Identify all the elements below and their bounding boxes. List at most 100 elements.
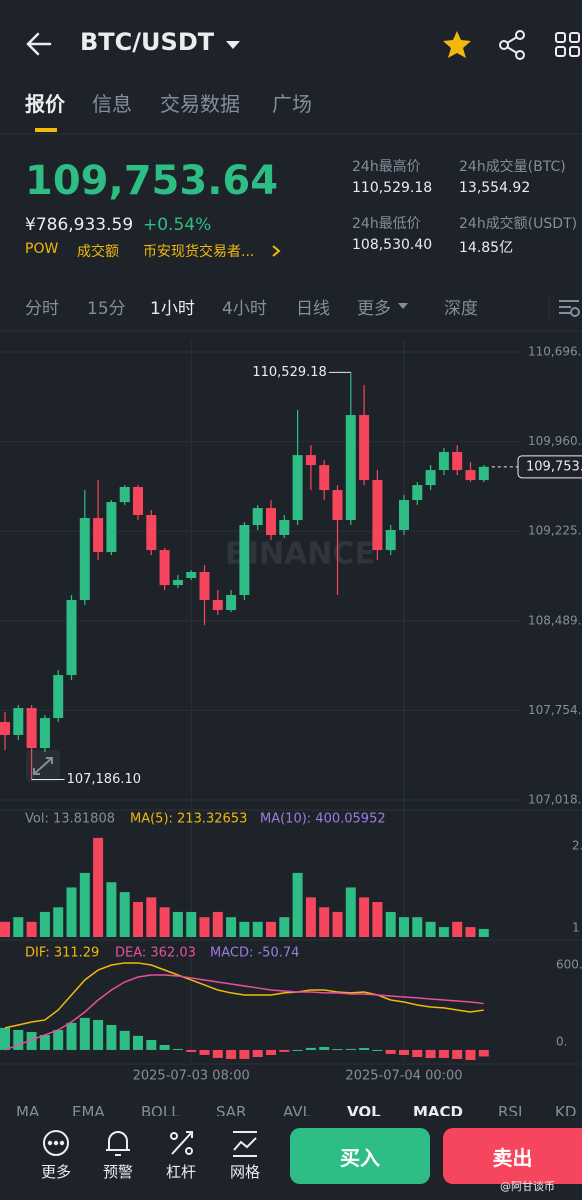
macd-bar [66, 1022, 77, 1050]
macd-bar [39, 1034, 50, 1050]
volume-bar [266, 921, 276, 937]
volume-axis-label: 2. [572, 839, 582, 853]
candle-body [53, 675, 64, 719]
chart-logo: BINANCE [225, 537, 375, 572]
alert-icon[interactable] [106, 1131, 130, 1156]
macd-bar [93, 1019, 104, 1050]
grid-button[interactable] [555, 32, 580, 57]
grid-icon[interactable] [233, 1131, 257, 1157]
buy-button[interactable]: 买入 [290, 1128, 430, 1184]
candle-body [412, 485, 423, 501]
tag[interactable]: 币安现货交易者... [143, 244, 255, 260]
candle-body [39, 718, 50, 749]
toolbar-label[interactable]: 杠杆 [165, 1163, 196, 1181]
price-cny: ¥786,933.59 [25, 215, 134, 235]
macd-bar [226, 1049, 237, 1059]
interval[interactable]: 4小时 [222, 299, 267, 319]
interval[interactable]: 更多 [357, 299, 391, 319]
share-button[interactable] [499, 30, 525, 60]
macd-tick-label: 600. [556, 958, 582, 972]
candle-body [13, 708, 24, 735]
candle-body [93, 518, 104, 553]
interval[interactable]: 日线 [296, 299, 330, 319]
volume-legend: Vol: 13.81808 [25, 812, 115, 827]
volume-bar [226, 917, 237, 937]
interval[interactable]: 1小时 [150, 299, 195, 319]
tag-chevron[interactable] [270, 243, 282, 259]
candle-body [359, 415, 370, 481]
candle-body [425, 470, 436, 486]
volume-legend: MA(5): 213.32653 [130, 812, 247, 827]
volume-bar [305, 897, 316, 937]
volume-bar [53, 907, 64, 937]
tab[interactable]: 交易数据 [160, 92, 240, 116]
volume-legend: MA(10): 400.05952 [260, 812, 386, 827]
toolbar-label[interactable]: 预警 [102, 1163, 133, 1181]
candle-body [385, 529, 396, 551]
candle-body [239, 525, 250, 596]
candle-body [252, 508, 263, 526]
stat-value: 110,529.18 [352, 180, 433, 196]
last-price: 109,753.64 [25, 158, 279, 204]
volume-bar [399, 917, 409, 937]
tag[interactable]: 成交额 [77, 244, 119, 260]
tag[interactable]: POW [25, 241, 59, 257]
margin-icon[interactable] [170, 1131, 193, 1155]
pair-title[interactable]: BTC/USDT [80, 28, 215, 56]
macd-bar [332, 1049, 343, 1051]
volume-bar [106, 882, 117, 937]
more-caret[interactable] [394, 298, 414, 314]
volume-bar [412, 917, 423, 937]
candle-body [452, 452, 463, 471]
volume-bar [319, 907, 330, 937]
candle-body [345, 415, 356, 521]
back-button[interactable] [26, 32, 52, 56]
macd-bar [399, 1049, 409, 1055]
volume-bar [359, 897, 370, 937]
volume-bar [146, 897, 157, 937]
tab[interactable]: 报价 [25, 92, 65, 116]
interval[interactable]: 15分 [87, 299, 126, 319]
watermark: @阿甘谈币 [500, 1180, 555, 1193]
title-caret[interactable] [226, 41, 240, 49]
candle-body [226, 595, 237, 611]
macd-bar [266, 1049, 276, 1055]
candle-body [79, 518, 90, 601]
volume-bar [93, 837, 104, 937]
candle-body [319, 465, 330, 491]
favorite-star[interactable] [443, 31, 471, 58]
macd-bar [305, 1047, 316, 1050]
macd-bar [465, 1049, 476, 1060]
price-change: +0.54% [143, 215, 212, 235]
volume-bar [279, 917, 290, 937]
candle-body [438, 452, 449, 471]
volume-bar [186, 911, 197, 937]
candle-body [266, 508, 276, 535]
volume-bar [13, 917, 24, 937]
volume-bar [345, 887, 356, 937]
sell-button[interactable]: 卖出 [443, 1128, 582, 1184]
annotation-label: 110,529.18 [252, 365, 326, 380]
macd-bar [26, 1032, 37, 1050]
toolbar-label[interactable]: 更多 [40, 1163, 71, 1181]
macd-bar [0, 1027, 10, 1050]
stat-label: 24h最高价 [352, 159, 421, 175]
chart-settings[interactable] [545, 292, 582, 322]
expand-button[interactable] [26, 750, 60, 782]
volume-bar [252, 921, 263, 937]
volume-bar [79, 872, 90, 937]
more-icon[interactable] [43, 1130, 69, 1156]
tab[interactable]: 信息 [92, 92, 132, 116]
volume-bar [478, 928, 489, 937]
volume-bar [465, 927, 476, 937]
candle-body [212, 600, 223, 611]
toolbar-label[interactable]: 网格 [229, 1163, 260, 1181]
interval[interactable]: 分时 [25, 299, 59, 319]
macd-bar [412, 1049, 423, 1058]
candle-body [279, 520, 290, 535]
tab[interactable]: 广场 [272, 92, 312, 116]
interval[interactable]: 深度 [444, 299, 478, 319]
macd-bar [359, 1048, 370, 1050]
volume-bar [385, 911, 396, 937]
